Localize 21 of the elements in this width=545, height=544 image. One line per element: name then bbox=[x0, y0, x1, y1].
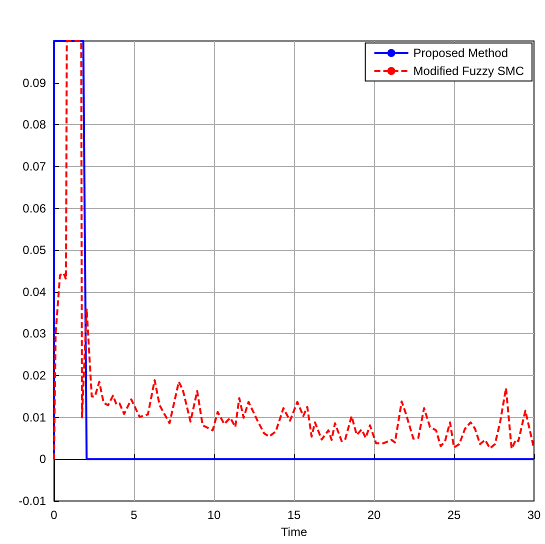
y-tick-label: 0.08 bbox=[22, 118, 46, 132]
y-tick-label: 0.07 bbox=[22, 159, 46, 174]
x-axis-title: Time bbox=[280, 524, 308, 539]
y-tick-label: 0.06 bbox=[22, 201, 46, 216]
legend-label: Modified Fuzzy SMC bbox=[413, 64, 524, 78]
x-tick-label: 25 bbox=[447, 508, 461, 522]
x-tick-label: 5 bbox=[130, 508, 138, 522]
legend-label: Proposed Method bbox=[413, 46, 508, 60]
y-tick-label: 0 bbox=[39, 452, 46, 466]
y-tick-label: 0.03 bbox=[22, 326, 46, 341]
x-tick-label: 0 bbox=[50, 508, 58, 522]
y-tick-label: -0.01 bbox=[18, 494, 46, 508]
y-tick-label: 0.09 bbox=[22, 76, 46, 90]
y-tick-label: 0.05 bbox=[22, 243, 46, 258]
x-tick-label: 10 bbox=[207, 508, 221, 522]
x-tick-label: 15 bbox=[287, 508, 301, 522]
x-tick-label: 30 bbox=[527, 508, 541, 522]
y-tick-label: 0.02 bbox=[22, 368, 46, 383]
y-tick-label: 0.04 bbox=[22, 284, 46, 299]
x-tick-label: 20 bbox=[367, 508, 381, 522]
y-tick-label: 0.01 bbox=[22, 410, 46, 424]
